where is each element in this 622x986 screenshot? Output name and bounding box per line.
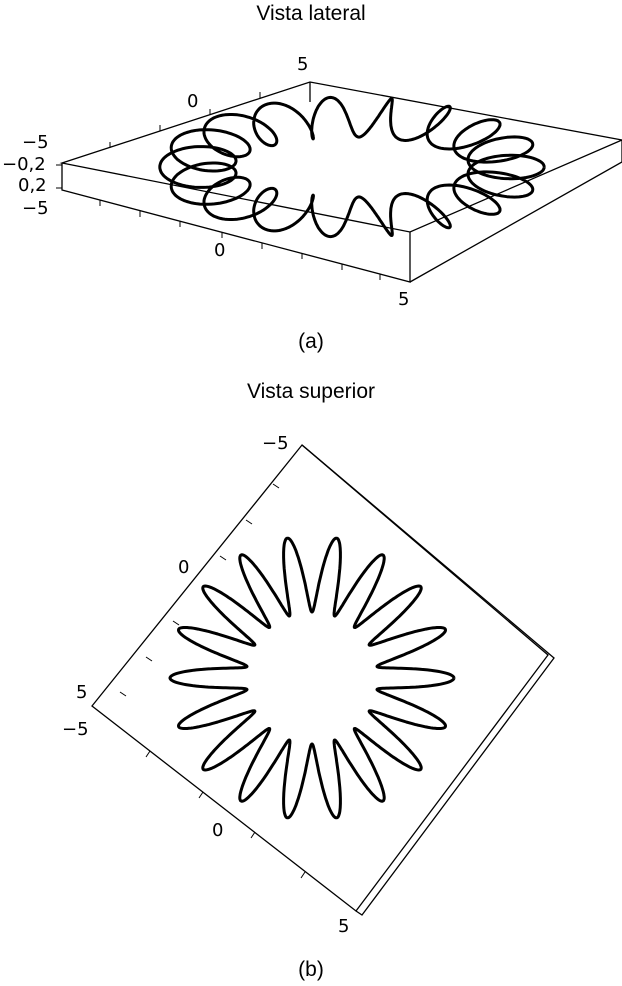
tick-label: 5 (297, 54, 308, 75)
tick-label: 5 (338, 916, 349, 937)
parametric-curve (168, 536, 456, 820)
tick-label: −5 (262, 433, 289, 454)
side-view-box (59, 81, 622, 283)
box-top-face (59, 81, 622, 233)
top-view-box (91, 444, 555, 916)
top-view-ticks (119, 483, 306, 879)
figure-top-view: Vista superior −5 0 5 −5 0 5 (b) (0, 370, 622, 986)
tick-label: 0 (212, 820, 223, 841)
parametric-curve (158, 95, 546, 239)
box-right-edges (409, 140, 622, 283)
tick-label: −0,2 (2, 154, 46, 175)
top-view-caption: (b) (298, 958, 324, 981)
tick-label: −5 (22, 132, 49, 153)
tick-label: −5 (22, 198, 49, 219)
tick-label: −5 (62, 719, 89, 740)
box-side-edge (301, 444, 555, 916)
tick-label: 0 (214, 240, 225, 261)
box-outline (91, 444, 549, 912)
side-view-plot: 0 5 −5 −0,2 0,2 −5 0 5 (2, 54, 622, 310)
side-view-ticks (56, 92, 381, 280)
tick-label: 0,2 (18, 175, 47, 196)
tick-label: 5 (76, 682, 87, 703)
top-view-plot: −5 0 5 −5 0 5 (62, 433, 555, 937)
side-view-caption: (a) (298, 330, 324, 353)
box-front-edges (61, 163, 411, 283)
tick-label: 0 (187, 91, 198, 112)
tick-label: 0 (178, 557, 189, 578)
figure-side-view: Vista lateral 0 5 −5 −0,2 0,2 −5 0 5 (a) (0, 0, 622, 370)
top-view-title: Vista superior (246, 380, 375, 403)
side-view-title: Vista lateral (256, 2, 366, 25)
tick-label: 5 (398, 289, 409, 310)
